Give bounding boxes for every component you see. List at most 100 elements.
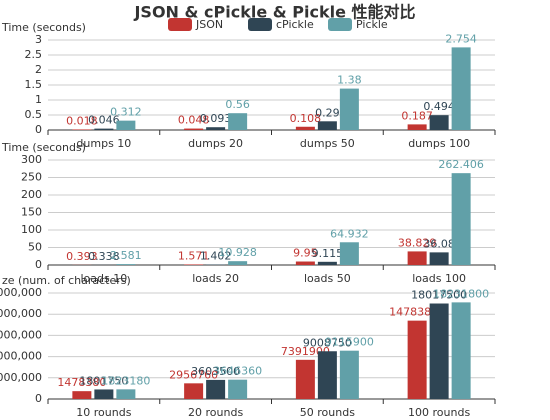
y-tick-label: 0 [35,123,42,136]
bar [72,129,92,130]
y-tick-label: 0.5 [25,108,43,121]
legend-swatch [328,18,352,31]
value-label: 0.108 [290,112,322,125]
y-axis-title: ze (num. of characters) [2,274,131,287]
bar [317,261,337,265]
value-label: 2.581 [110,249,142,262]
value-label: 0.187 [401,109,433,122]
y-tick-label: 250 [21,171,42,184]
value-label: 9115900 [325,336,374,349]
y-tick-label: 12,000,000 [0,328,42,341]
value-label: 0.29 [315,106,340,119]
x-tick-label: loads 10 [81,272,128,285]
value-label: 0.312 [110,106,142,119]
y-tick-label: 20,000,000 [0,286,42,299]
y-tick-label: 200 [21,188,42,201]
legend-label: cPickle [276,18,314,31]
bar [116,389,136,399]
value-label: 9.115 [312,247,344,260]
value-label: 10.928 [218,246,257,259]
bar [94,128,114,130]
y-tick-label: 2.5 [25,48,43,61]
value-label: 9008750 [303,336,352,349]
x-tick-label: 20 rounds [188,406,243,419]
value-label: 36.08 [423,237,455,250]
x-tick-label: dumps 20 [188,137,243,150]
legend-label: JSON [195,18,223,31]
bar [228,113,248,130]
value-label: 0.046 [88,114,120,127]
value-label: 1801750 [79,374,128,387]
bar [228,261,248,265]
legend-swatch [248,18,272,31]
y-tick-label: 50 [28,241,42,254]
bar [184,264,204,265]
y-tick-label: 100 [21,223,42,236]
x-tick-label: 10 rounds [76,406,131,419]
value-label: 262.406 [438,158,484,171]
value-label: 2956760 [169,368,218,381]
value-label: 1.402 [200,250,232,263]
y-axis-title: Time (seconds) [1,141,86,154]
bar [228,379,248,399]
bar [339,242,359,265]
x-tick-label: loads 100 [412,272,466,285]
value-label: 1823180 [101,374,150,387]
bar [206,379,226,399]
x-tick-label: loads 50 [304,272,351,285]
x-tick-label: loads 20 [192,272,239,285]
bar [429,115,449,130]
bar [451,47,471,130]
y-tick-label: 4,000,000 [0,371,42,384]
y-tick-label: 0 [35,258,42,271]
x-tick-label: dumps 50 [300,137,355,150]
x-tick-label: dumps 100 [408,137,470,150]
bar [295,126,315,130]
x-tick-label: 50 rounds [300,406,355,419]
bar [295,261,315,265]
legend-label: Pickle [356,18,388,31]
bar [206,127,226,130]
value-label: 0.494 [423,100,455,113]
bar [429,303,449,399]
value-label: 18017500 [411,289,467,302]
bar [72,391,92,399]
value-label: 0.338 [88,250,120,263]
value-label: 1.38 [337,74,362,87]
y-tick-label: 1.5 [25,78,43,91]
value-label: 0.093 [200,112,232,125]
bar [339,88,359,130]
bar [407,124,427,130]
bar [94,389,114,399]
value-label: 9.95 [293,247,318,260]
y-tick-label: 0 [35,392,42,405]
value-label: 0.56 [225,98,250,111]
y-tick-label: 16,000,000 [0,307,42,320]
y-tick-label: 2 [35,63,42,76]
value-label: 3646360 [213,365,262,378]
value-label: 64.932 [330,227,369,240]
bar [116,264,136,265]
x-tick-label: dumps 10 [76,137,131,150]
bar [429,252,449,265]
bar [184,128,204,130]
bar [116,120,136,130]
bar [295,359,315,399]
bar [184,383,204,399]
y-tick-label: 300 [21,153,42,166]
value-label: 1478380 [57,376,106,389]
y-tick-label: 150 [21,206,42,219]
bar [317,351,337,399]
bar [407,251,427,265]
y-tick-label: 1 [35,93,42,106]
x-tick-label: 100 rounds [408,406,470,419]
chart-title: JSON & cPickle & Pickle 性能对比 [133,3,415,22]
value-label: 0.048 [178,114,210,127]
value-label: 1.571 [178,249,210,262]
value-label: 2.754 [445,32,477,45]
value-label: 38.829 [398,236,437,249]
bar [451,173,471,265]
bar [407,320,427,399]
y-axis-title: Time (seconds) [1,21,86,34]
